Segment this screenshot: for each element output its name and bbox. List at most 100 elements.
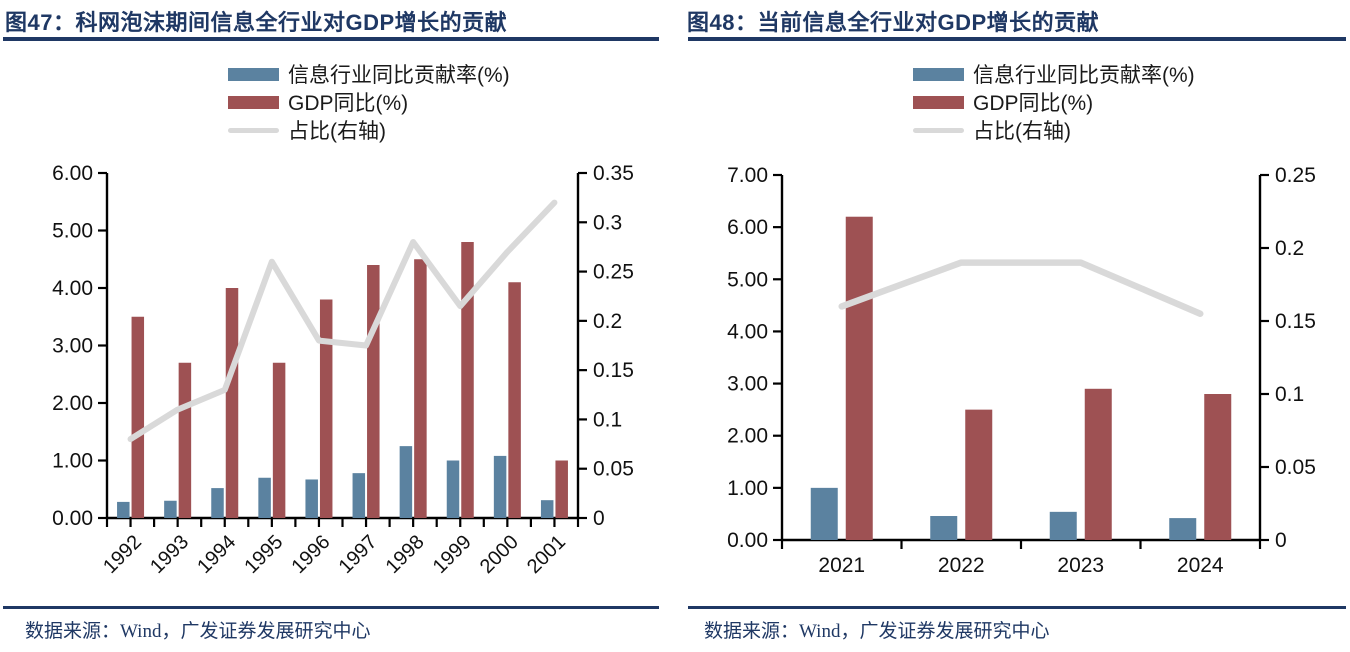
x-axis-category-label: 1998 [382,531,429,578]
bar-gdp-yoy [508,282,521,518]
legend-label: 信息行业同比贡献率(%) [973,64,1195,87]
panel-fig48: 图48：当前信息全行业对GDP增长的贡献 信息行业同比贡献率(%) GDP同比(… [675,0,1350,652]
legend-item-ratio: 占比(右轴) [913,116,1195,144]
y-axis-tick-label: 5.00 [727,268,768,291]
panel-fig47: 图47：科网泡沫期间信息全行业对GDP增长的贡献 信息行业同比贡献率(%) GD… [3,10,659,642]
bar-info-contribution [1169,518,1197,540]
bar-info-contribution [211,488,224,518]
chart-fig47: 6.00 5.00 4.00 3.00 2.00 1.00 0.00 0.35 0.3 0.25 0… [52,162,634,578]
bar-gdp-yoy [1084,388,1112,540]
chart-fig48: 7.00 6.00 5.00 4.00 3.00 2.00 1.00 0.00 0.25 0.2 0… [727,164,1316,577]
bar-gdp-yoy [367,265,380,518]
source-note: 数据来源：Wind，广发证券发展研究中心 [704,621,1050,642]
y-axis-tick-label: 0 [593,507,605,530]
y-axis-tick-label: 0 [1275,529,1287,552]
y-axis-tick-label: 1.00 [727,477,768,500]
bar-info-contribution [1049,511,1077,540]
y-axis-tick-label: 0.25 [1275,164,1316,187]
y-axis-tick-label: 3.00 [52,335,93,358]
red-bar-swatch-icon [228,95,279,109]
legend-item-info-contribution: 信息行业同比贡献率(%) [228,60,510,88]
bar-gdp-yoy [845,216,873,540]
y-axis-tick-label: 3.00 [727,373,768,396]
bar-gdp-yoy [319,299,333,518]
legend-label: 信息行业同比贡献率(%) [288,64,510,87]
red-bar-swatch-icon [913,95,964,109]
gray-line-swatch-icon [228,127,279,133]
legend-label: GDP同比(%) [973,92,1094,115]
legend-label: GDP同比(%) [288,92,409,115]
y-axis-tick-label: 6.00 [727,216,768,239]
ratio-line [838,259,1204,317]
y-axis-tick-label: 0.1 [593,408,622,431]
bar-gdp-yoy [131,316,145,518]
bar-info-contribution [352,473,366,518]
y-axis-tick-label: 1.00 [52,450,93,473]
y-axis-tick-label: 7.00 [727,164,768,187]
source-note: 数据来源：Wind，广发证券发展研究中心 [25,621,371,642]
blue-bar-swatch-icon [913,67,964,81]
page-title: 图48：当前信息全行业对GDP增长的贡献 [687,10,1100,35]
bar-info-contribution [810,487,838,540]
y-axis-tick-label: 0.25 [593,261,634,284]
bar-info-contribution [399,446,413,518]
y-axis-tick-label: 0.00 [727,529,768,552]
bar-info-contribution [258,477,271,518]
bar-gdp-yoy [272,362,286,518]
y-axis-tick-label: 5.00 [52,220,93,243]
legend: 信息行业同比贡献率(%) GDP同比(%) 占比(右轴) [913,60,1195,144]
y-axis-tick-label: 0.05 [1275,456,1316,479]
y-axis-tick-label: 0.05 [593,458,634,481]
page-title: 图47：科网泡沫期间信息全行业对GDP增长的贡献 [5,10,508,35]
bar-info-contribution [117,501,130,518]
ratio-line [127,199,558,443]
legend-item-gdp-yoy: GDP同比(%) [913,88,1195,116]
blue-bar-swatch-icon [228,67,279,81]
y-axis-tick-label: 0.35 [593,162,634,185]
bar-info-contribution [446,460,460,518]
legend-label: 占比(右轴) [288,120,386,143]
y-axis-tick-label: 4.00 [52,277,93,300]
x-axis-category-label: 2024 [1177,554,1224,577]
legend: 信息行业同比贡献率(%) GDP同比(%) 占比(右轴) [228,60,510,144]
bar-gdp-yoy [414,259,427,518]
footer-divider [688,606,1346,609]
x-axis-category-label: 1999 [429,531,476,578]
y-axis-tick-label: 0.15 [593,359,634,382]
y-axis-tick-label: 0.3 [593,211,622,234]
bar-info-contribution [540,500,554,518]
bar-info-contribution [930,516,958,540]
legend-item-gdp-yoy: GDP同比(%) [228,88,510,116]
legend-item-ratio: 占比(右轴) [228,116,510,144]
title-divider [688,37,1346,41]
y-axis-tick-label: 0.1 [1275,383,1304,406]
gray-line-swatch-icon [913,127,964,133]
x-axis-category-label: 1996 [287,531,334,578]
x-axis-category-label: 2001 [523,531,570,578]
legend-label: 占比(右轴) [973,120,1071,143]
footer-divider [3,606,659,609]
x-axis-category-label: 1992 [99,531,146,578]
x-axis-category-label: 2022 [938,554,985,577]
bar-info-contribution [305,479,318,518]
bar-info-contribution [164,500,177,518]
y-axis-tick-label: 6.00 [52,162,93,185]
bar-gdp-yoy [1204,394,1232,540]
y-axis-tick-label: 0.15 [1275,310,1316,333]
y-axis-tick-label: 4.00 [727,320,768,343]
x-axis-category-label: 1995 [240,531,287,578]
x-axis-category-label: 2021 [818,554,865,577]
bar-info-contribution [493,455,507,518]
y-axis-tick-label: 0.2 [593,310,622,333]
bar-gdp-yoy [965,409,993,540]
y-axis-tick-label: 0.00 [52,507,93,530]
x-axis-category-label: 1993 [146,531,193,578]
y-axis-tick-label: 0.2 [1275,237,1304,260]
x-axis-category-label: 2023 [1057,554,1104,577]
x-axis-category-label: 1997 [335,531,382,578]
bar-gdp-yoy [461,242,474,518]
y-axis-tick-label: 2.00 [52,392,93,415]
title-divider [3,37,659,41]
legend-item-info-contribution: 信息行业同比贡献率(%) [913,60,1195,88]
bar-gdp-yoy [555,460,568,518]
